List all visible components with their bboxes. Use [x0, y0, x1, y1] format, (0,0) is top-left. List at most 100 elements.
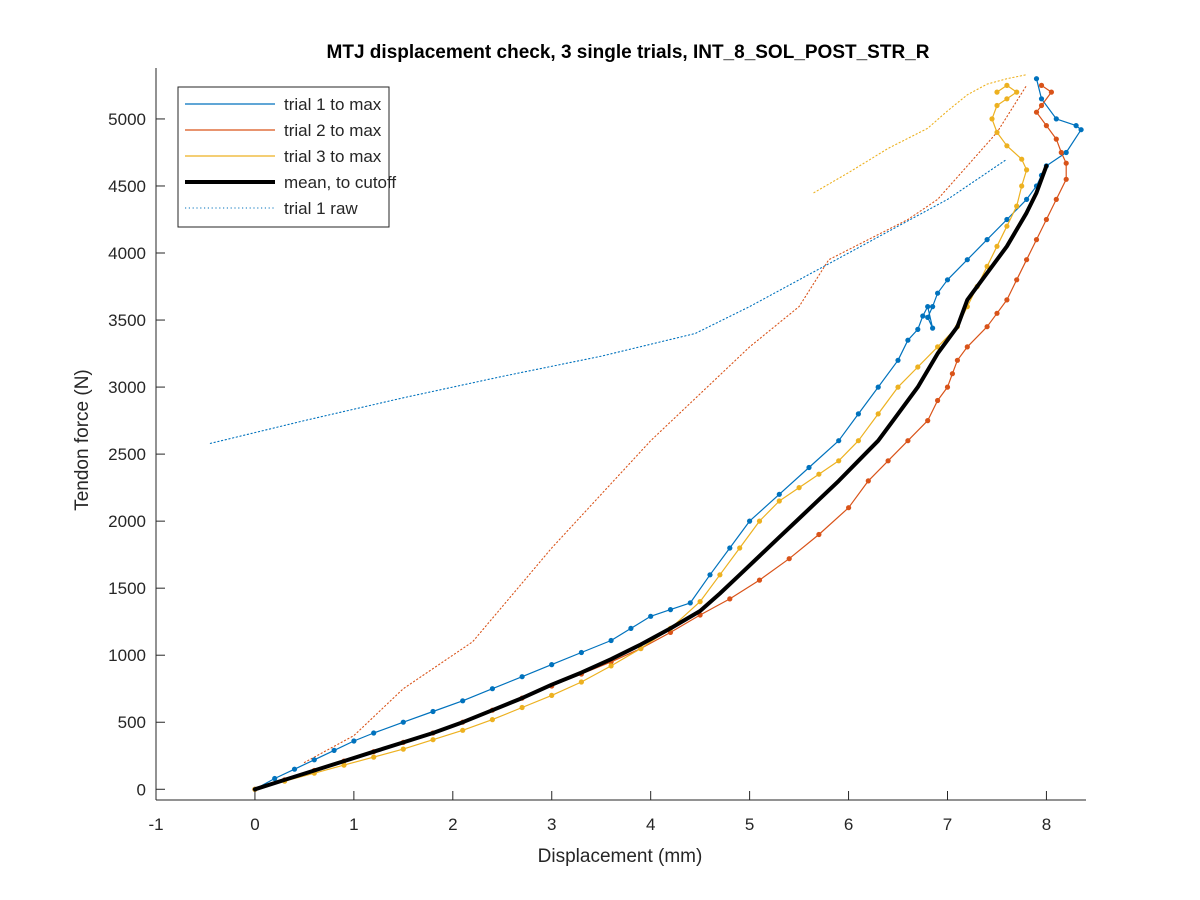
series-trial-1-to-max-point	[1073, 123, 1079, 129]
series-trial-2-to-max-point	[727, 596, 733, 602]
series-trial-3-to-max-point	[816, 471, 822, 477]
series-trial-2-to-max-point	[885, 458, 891, 464]
series-trial-1-to-max-point	[915, 326, 921, 332]
series-trial-3-to-max-point	[756, 518, 763, 524]
series-trial-3-to-max-point	[994, 89, 1000, 95]
y-tick-label: 0	[137, 780, 146, 799]
series-trial-1-to-max-point	[905, 337, 911, 343]
legend: trial 1 to max trial 2 to max trial 3 to m…	[177, 86, 396, 228]
series-trial-3-to-max-point	[460, 727, 466, 733]
series-trial-1-to-max-point	[311, 757, 317, 763]
series-trial-1-to-max-point	[608, 637, 614, 644]
series-trial-2-to-max-point	[925, 418, 931, 424]
series-trial-1-to-max-point	[727, 545, 733, 551]
series-trial-1-to-max-point	[855, 411, 862, 417]
series-trial-1-to-max-line	[254, 78, 1082, 790]
series-trial-1-raw-line	[209, 158, 1008, 444]
series-trial-2-to-max-point	[1058, 149, 1064, 156]
series-trial-1-to-max-point	[806, 464, 812, 471]
series-trial-1-to-max-point	[272, 775, 278, 782]
series-trial-1-to-max-point	[291, 766, 298, 772]
series-trial-1-to-max-point	[776, 491, 782, 497]
x-tick-label: 3	[547, 815, 556, 834]
legend-entry: trial 2 to max	[284, 121, 382, 140]
y-tick-label: 500	[118, 713, 146, 732]
series-trial-3-to-max-point	[1004, 96, 1010, 102]
series-trial-3-to-max-point	[935, 344, 941, 350]
legend-entry: mean, to cutoff	[284, 173, 396, 192]
series-trial-2-to-max-point	[954, 357, 961, 363]
series-trial-2-to-max-point	[1063, 176, 1069, 182]
series-trial-3-to-max-point	[855, 438, 862, 444]
axes: -1 0 1 2 3 4 5 6 7 805001000150020002500300035004…	[108, 68, 1086, 834]
series-trial-1-to-max-point	[1004, 216, 1010, 223]
series-trial-3-to-max-point	[489, 717, 495, 723]
y-axis-label: Tendon force (N)	[72, 369, 93, 511]
series-trial-3-to-max-point	[371, 754, 377, 760]
series-trial-2-to-max-point	[865, 478, 871, 484]
x-tick-label: 4	[646, 815, 655, 834]
series-trial-3-to-max-line	[254, 84, 1028, 790]
series-trial-1-to-max-point	[1053, 116, 1059, 122]
y-tick-label: 1500	[108, 579, 146, 598]
legend-entry: trial 1 raw	[284, 199, 358, 218]
x-tick-label: 1	[349, 815, 358, 834]
series-trial-2-to-max-point	[1014, 277, 1020, 283]
series-trial-3-to-max-point	[994, 129, 1000, 135]
series-trial-1-to-max-point	[687, 600, 693, 606]
y-tick-label: 3500	[108, 311, 146, 330]
series-trial-2-to-max-point	[1053, 136, 1059, 142]
series-trial-3-to-max-point	[430, 737, 436, 743]
series-trial-2-to-max-point	[1004, 297, 1010, 303]
series-trial-2-to-max-point	[935, 397, 941, 404]
series-trial-1-to-max-point	[460, 698, 466, 704]
series-unnamed-6-line	[813, 74, 1028, 194]
series-trial-3-to-max-point	[341, 762, 347, 768]
y-tick-label: 4500	[108, 177, 146, 196]
series-trial-1-to-max-point	[930, 304, 936, 310]
series-trial-2-to-max-point	[846, 505, 852, 511]
series-trial-2-to-max-point	[1048, 89, 1054, 95]
series-trial-1-to-max-point	[519, 674, 525, 680]
series-trial-2-to-max-point	[816, 531, 822, 538]
series-trial-3-to-max-point	[1019, 183, 1025, 189]
y-tick-label: 5000	[108, 110, 146, 129]
series-trial-3-to-max-point	[400, 746, 406, 752]
series-trial-3-to-max-point	[1004, 143, 1010, 149]
series-trial-3-to-max-point	[1019, 156, 1025, 162]
series-trial-2-to-max-point	[1053, 196, 1059, 202]
series-trial-3-to-max-point	[1024, 167, 1030, 173]
series-trial-1-to-max-point	[875, 384, 881, 390]
series-trial-1-to-max-point	[351, 738, 357, 744]
series-trial-2-to-max-point	[756, 577, 763, 583]
series-trial-3-to-max-point	[796, 485, 802, 491]
chart-title: MTJ displacement check, 3 single trials,…	[327, 42, 930, 63]
series-trial-1-to-max-point	[1063, 149, 1069, 156]
series-trial-3-to-max-point	[549, 692, 555, 699]
series-trial-1-to-max-point	[964, 257, 970, 263]
series-trial-3-to-max-point	[984, 263, 990, 269]
series-trial-1-to-max-point	[1038, 96, 1045, 102]
series-trial-1-to-max-point	[667, 607, 674, 613]
series-trial-1-to-max-point	[984, 237, 990, 243]
series-trial-1-to-max-point	[1024, 196, 1030, 202]
series-trial-3-to-max-point	[737, 545, 743, 551]
series-trial-3-to-max-point	[875, 411, 881, 417]
series-trial-3-to-max-point	[994, 102, 1000, 109]
series-trial-2-to-max-point	[984, 324, 990, 330]
series-trial-3-to-max-point	[989, 116, 995, 122]
legend-entry: trial 3 to max	[284, 147, 382, 166]
y-tick-label: 2500	[108, 445, 146, 464]
series-trial-2-to-max-point	[1063, 160, 1069, 166]
series-trial-3-to-max-point	[836, 458, 842, 464]
series-trial-3-to-max-point	[608, 663, 614, 669]
series-trial-2-to-max-point	[1038, 102, 1045, 109]
series-trial-3-to-max-point	[895, 384, 901, 390]
legend-box	[177, 86, 390, 228]
series-trial-2-to-max-point	[1024, 257, 1030, 263]
series-trial-3-to-max-point	[578, 679, 585, 685]
legend-entry: trial 1 to max	[284, 95, 382, 114]
series-trial-1-to-max-point	[1033, 76, 1040, 82]
plot-area	[209, 74, 1084, 792]
